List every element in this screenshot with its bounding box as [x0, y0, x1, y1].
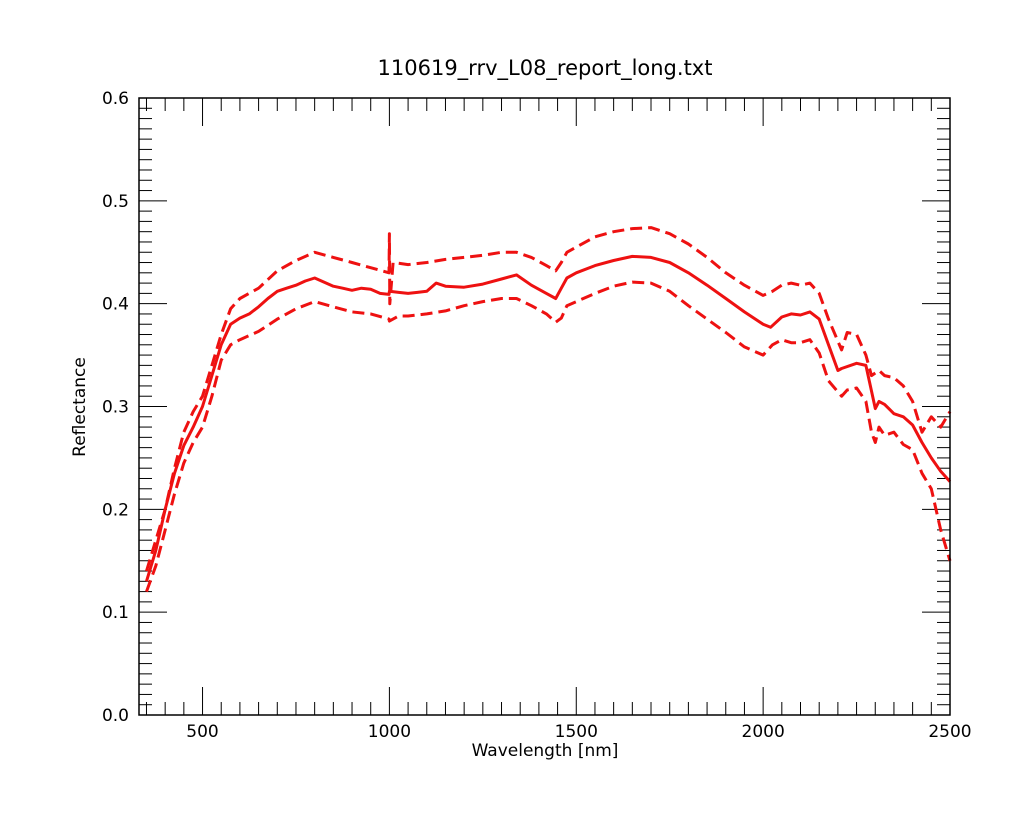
x-axis-label: Wavelength [nm] — [472, 741, 619, 761]
x-tick-label: 2500 — [928, 722, 971, 742]
x-tick-label: 500 — [186, 722, 218, 742]
data-series — [145, 226, 952, 593]
series-line-mean — [145, 254, 952, 582]
y-tick-label: 0.1 — [102, 603, 129, 623]
y-tick-label: 0.6 — [102, 89, 129, 109]
y-tick-label: 0.3 — [102, 398, 129, 418]
series-line-upper — [145, 226, 952, 572]
x-tick-label: 1500 — [555, 722, 598, 742]
y-tick-label: 0.0 — [102, 706, 129, 726]
chart-title: 110619_rrv_L08_report_long.txt — [378, 56, 713, 81]
y-axis-label: Reflectance — [70, 357, 90, 457]
x-tick-label: 2000 — [742, 722, 785, 742]
series-line-lower — [145, 280, 952, 593]
y-tick-label: 0.4 — [102, 295, 129, 315]
axis-tick-labels: 500 1000 1500 2000 2500 0.0 0.1 0.2 0.3 0.4 0.5 0.6 — [102, 89, 972, 742]
plot-frame — [138, 97, 951, 716]
x-tick-label: 1000 — [368, 722, 411, 742]
y-tick-label: 0.2 — [102, 500, 129, 520]
y-tick-label: 0.5 — [102, 192, 129, 212]
